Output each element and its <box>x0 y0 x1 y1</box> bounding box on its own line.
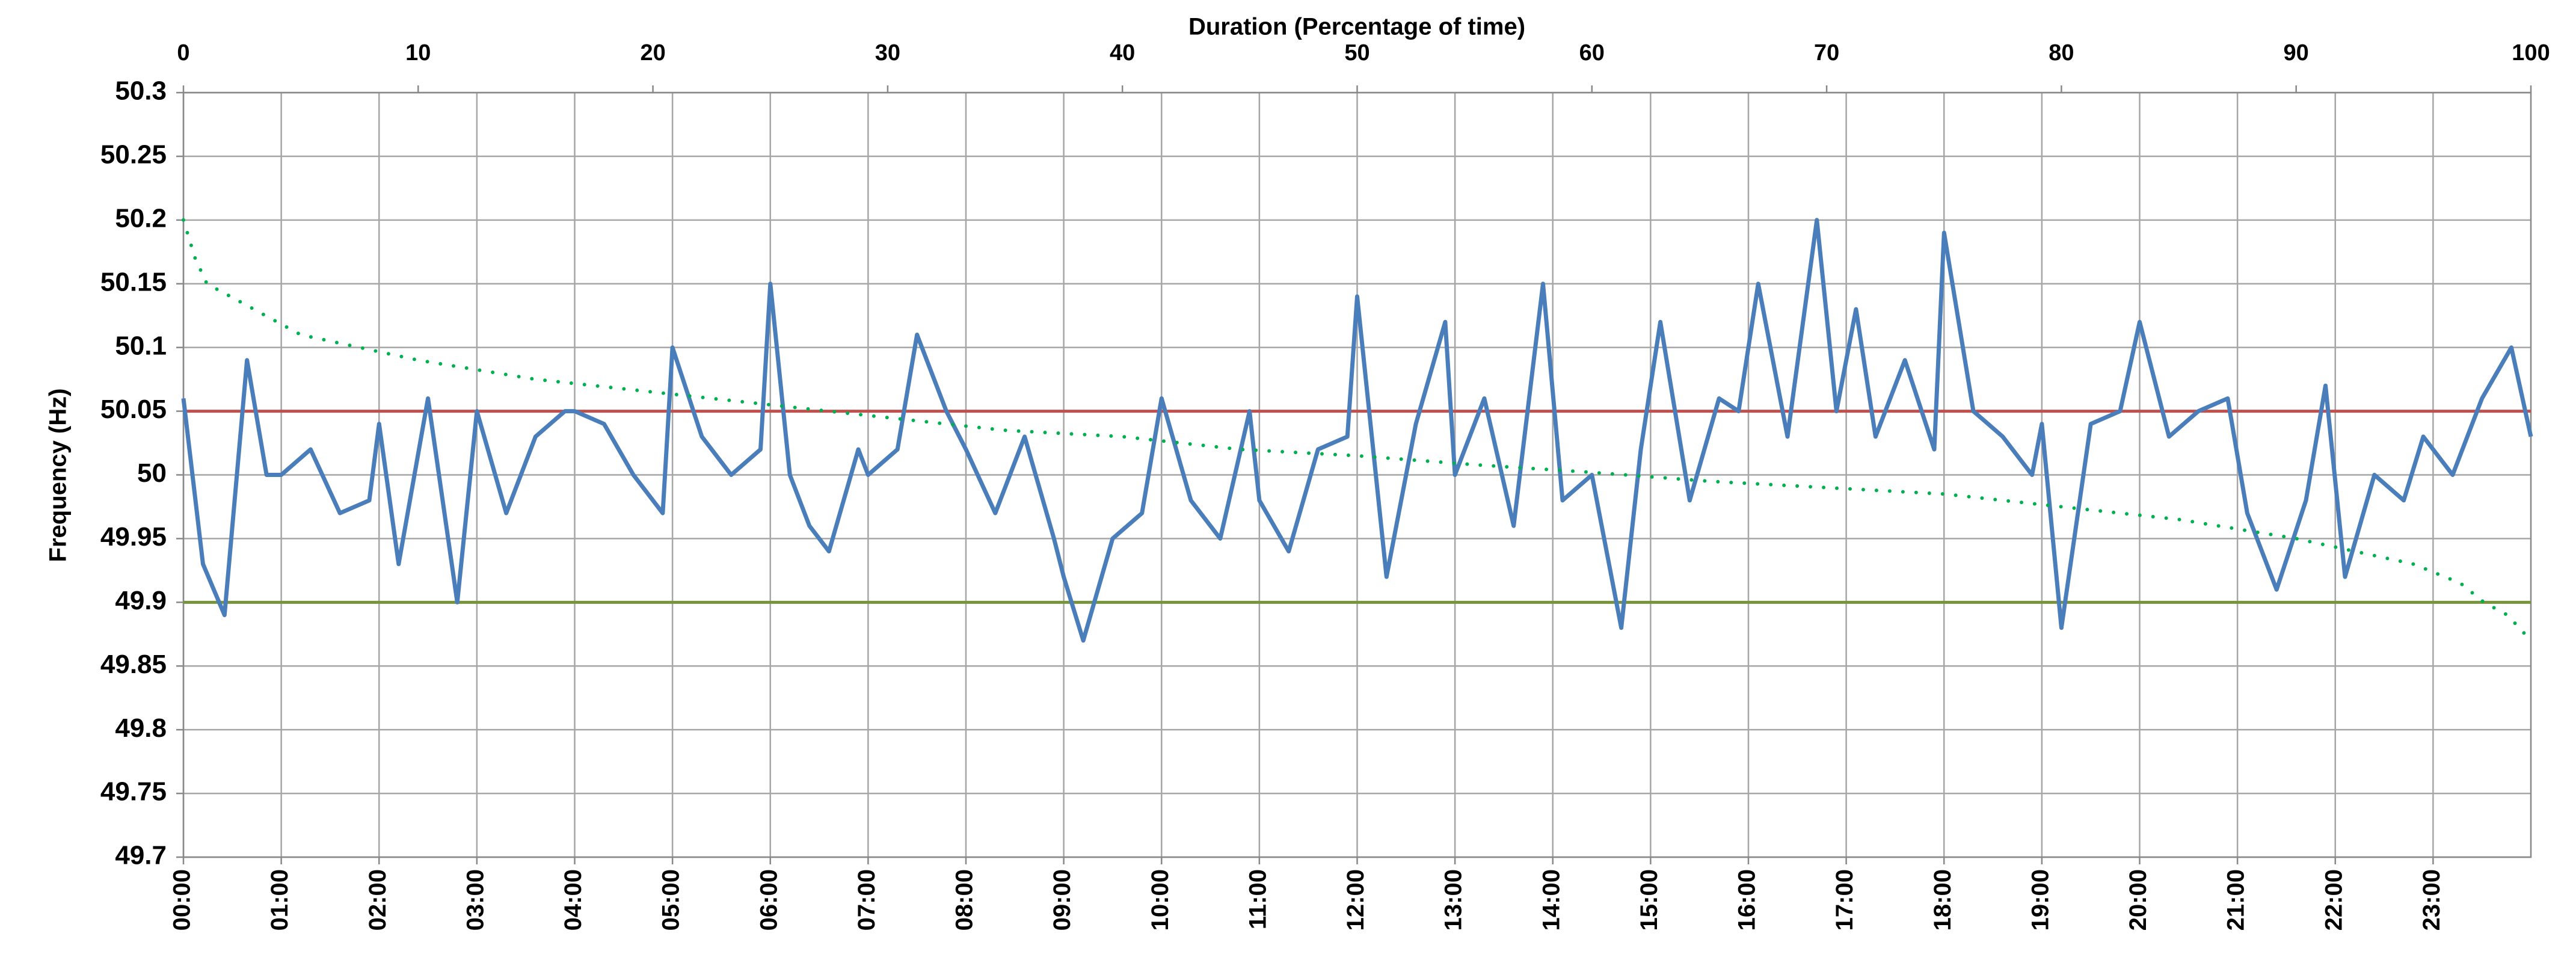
x-tick-label: 12:00 <box>1342 869 1369 931</box>
x-tick-label: 09:00 <box>1049 869 1075 931</box>
y-tick-label: 50.1 <box>115 331 167 360</box>
series-line <box>181 218 2533 643</box>
x-tick-label: 14:00 <box>1538 869 1564 931</box>
y-tick-label: 49.75 <box>100 777 167 807</box>
x-tick-label: 15:00 <box>1636 869 1662 931</box>
x2-tick-label: 10 <box>405 40 431 66</box>
y-tick-label: 49.7 <box>115 841 167 870</box>
y-tick-label: 49.9 <box>115 586 167 615</box>
x2-tick-label: 100 <box>2512 40 2550 66</box>
x2-tick-label: 90 <box>2284 40 2309 66</box>
x-tick-label: 23:00 <box>2418 869 2445 931</box>
y-axis-title: Frequency (Hz) <box>45 389 72 562</box>
x-tick-label: 20:00 <box>2125 869 2151 931</box>
y-tick-label: 49.85 <box>100 650 167 679</box>
y-tick-label: 49.95 <box>100 522 167 552</box>
y-tick-label: 50.25 <box>100 140 167 170</box>
x-tick-label: 10:00 <box>1147 869 1173 931</box>
x-tick-label: 06:00 <box>755 869 782 931</box>
x-tick-label: 18:00 <box>1929 869 1956 931</box>
x-tick-label: 13:00 <box>1440 869 1467 931</box>
x-tick-label: 02:00 <box>364 869 391 931</box>
x2-tick-label: 60 <box>1579 40 1605 66</box>
x-tick-label: 17:00 <box>1831 869 1858 931</box>
x2-tick-label: 70 <box>1814 40 1839 66</box>
x-tick-label: 11:00 <box>1244 869 1271 929</box>
x-tick-label: 03:00 <box>462 869 488 931</box>
x2-tick-label: 50 <box>1344 40 1369 66</box>
x2-tick-label: 80 <box>2049 40 2074 66</box>
y-tick-label: 50.15 <box>100 267 167 297</box>
x2-tick-label: 40 <box>1110 40 1135 66</box>
x-tick-label: 07:00 <box>853 869 880 931</box>
x-tick-label: 01:00 <box>266 869 293 931</box>
y-tick-label: 50.2 <box>115 203 167 233</box>
x-tick-label: 16:00 <box>1734 869 1760 931</box>
x2-tick-label: 30 <box>875 40 900 66</box>
y-tick-label: 50.05 <box>100 395 167 424</box>
x-tick-label: 22:00 <box>2320 869 2347 931</box>
x2-tick-label: 20 <box>640 40 665 66</box>
y-tick-label: 50.3 <box>115 76 167 106</box>
y-tick-label: 49.8 <box>115 713 167 743</box>
x-tick-label: 21:00 <box>2223 869 2249 931</box>
top-axis-title: Duration (Percentage of time) <box>1188 14 1525 40</box>
x2-tick-label: 0 <box>177 40 189 66</box>
plot-border <box>182 91 2532 858</box>
x-tick-label: 08:00 <box>951 869 978 931</box>
y-tick-label: 50 <box>137 458 167 488</box>
duration-curve <box>182 218 2533 642</box>
x-tick-label: 00:00 <box>169 869 195 931</box>
x-tick-label: 05:00 <box>658 869 684 931</box>
x-tick-label: 04:00 <box>560 869 586 931</box>
x-tick-label: 19:00 <box>2027 869 2053 931</box>
